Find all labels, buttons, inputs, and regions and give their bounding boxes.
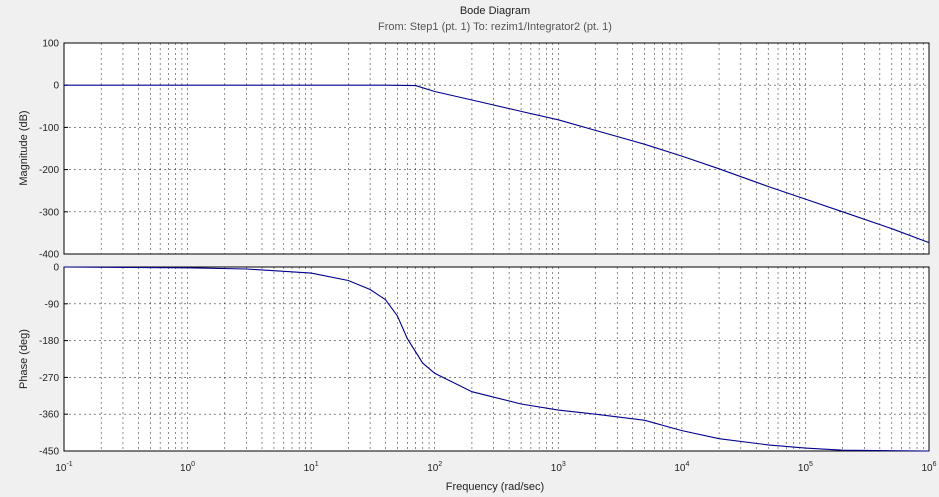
magnitude-y-ticks: 100 0 -100 -200 -300 -400 [39, 39, 68, 261]
phase-plot-area [63, 266, 930, 452]
y-tick-label: 100 [42, 39, 59, 50]
phase-grid [64, 267, 929, 451]
x-tick-label: 106 [921, 461, 936, 474]
x-tick-label: 100 [180, 461, 195, 474]
phase-y-axis-label: Phase (deg) [18, 329, 30, 389]
y-tick-label: -450 [39, 447, 59, 458]
x-tick-label: 104 [674, 461, 689, 474]
x-axis-label: Frequency (rad/sec) [446, 481, 544, 493]
phase-series-line [63, 266, 930, 452]
x-tick-label: 103 [551, 461, 566, 474]
y-tick-label: 0 [53, 263, 59, 274]
x-tick-label: 10-1 [55, 461, 72, 474]
y-tick-label: -300 [39, 207, 59, 218]
y-tick-label: -270 [39, 373, 59, 384]
phase-y-ticks: 0 -90 -180 -270 -360 -450 [39, 263, 68, 458]
chart-title: Bode Diagram [460, 5, 530, 17]
x-tick-label: 101 [304, 461, 319, 474]
magnitude-panel: 100 0 -100 -200 -300 -400 Magnitude (dB) [18, 39, 930, 261]
x-tick-label: 105 [798, 461, 813, 474]
magnitude-series-line [64, 84, 930, 244]
y-tick-label: -90 [45, 299, 60, 310]
x-tick-label: 102 [427, 461, 442, 474]
x-tick-labels: 10-1 100 101 102 103 104 105 106 [55, 461, 936, 474]
y-tick-label: -100 [39, 123, 59, 134]
magnitude-grid [64, 43, 929, 254]
magnitude-plot-area [63, 42, 930, 255]
chart-subtitle: From: Step1 (pt. 1) To: rezim1/Integrato… [378, 21, 612, 33]
phase-panel: 0 -90 -180 -270 -360 -450 Phase (deg) [18, 263, 930, 458]
y-tick-label: 0 [53, 81, 59, 92]
y-tick-label: -400 [39, 250, 59, 261]
y-tick-label: -360 [39, 410, 59, 421]
y-tick-label: -200 [39, 165, 59, 176]
magnitude-y-axis-label: Magnitude (dB) [18, 110, 30, 185]
y-tick-label: -180 [39, 336, 59, 347]
